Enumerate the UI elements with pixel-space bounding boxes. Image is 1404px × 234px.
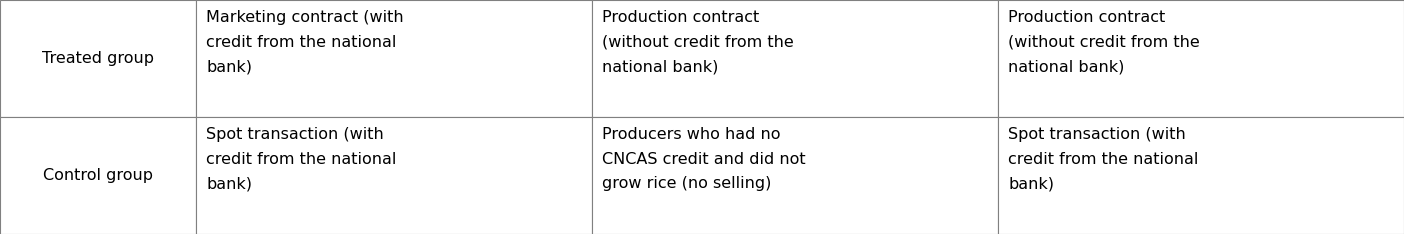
Text: Marketing contract (with
credit from the national
bank): Marketing contract (with credit from the… [206,10,403,74]
Bar [0,117,197,234]
Bar [197,0,592,117]
Bar [592,0,998,117]
Bar [0,0,197,117]
Text: Production contract
(without credit from the
national bank): Production contract (without credit from… [602,10,793,74]
Text: Spot transaction (with
credit from the national
bank): Spot transaction (with credit from the n… [1008,127,1199,191]
Text: Treated group: Treated group [42,51,154,66]
Text: Control group: Control group [44,168,153,183]
Text: Producers who had no
CNCAS credit and did not
grow rice (no selling): Producers who had no CNCAS credit and di… [602,127,806,191]
Text: Spot transaction (with
credit from the national
bank): Spot transaction (with credit from the n… [206,127,396,191]
Bar [998,0,1404,117]
Text: Production contract
(without credit from the
national bank): Production contract (without credit from… [1008,10,1200,74]
Bar [197,117,592,234]
Bar [998,117,1404,234]
Bar [592,117,998,234]
